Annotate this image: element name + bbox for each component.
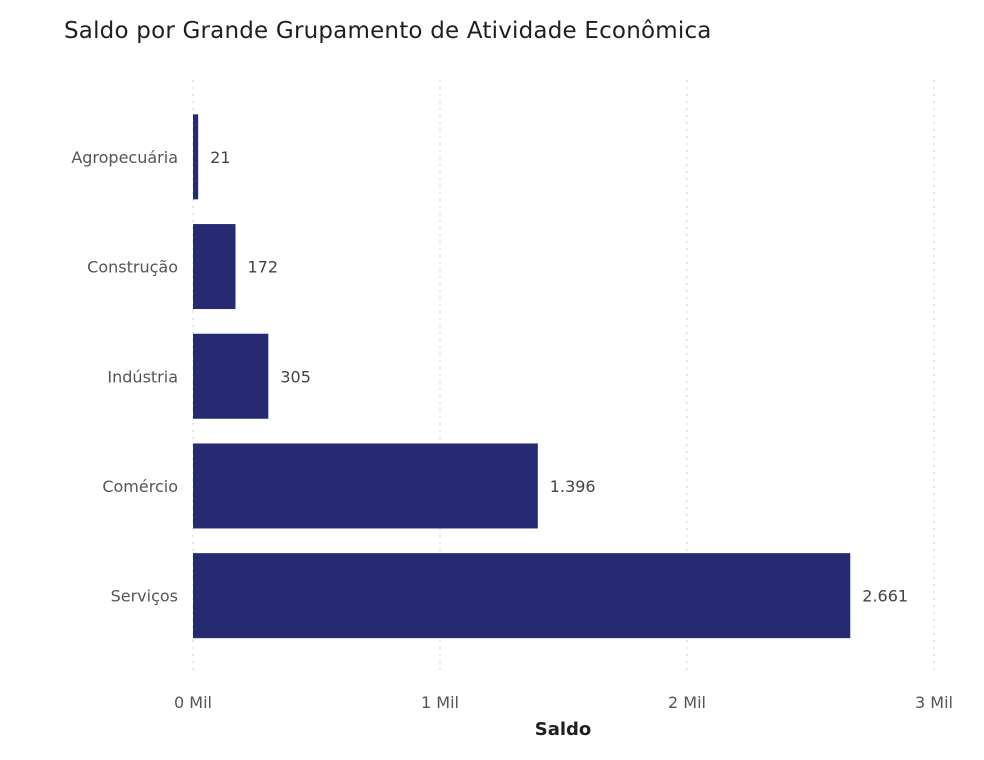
x-tick-label: 3 Mil — [915, 693, 953, 712]
data-label: 305 — [280, 367, 311, 386]
bar[interactable] — [193, 224, 236, 310]
category-label: Indústria — [107, 367, 178, 386]
category-label: Construção — [87, 258, 178, 277]
bar[interactable] — [193, 553, 851, 639]
labels: Agropecuária 21 Construção 172 Indústria 305 C… — [71, 148, 908, 606]
data-label: 2.661 — [862, 587, 908, 606]
bar[interactable] — [193, 443, 538, 529]
category-label: Comércio — [102, 477, 178, 496]
category-label: Serviços — [111, 587, 178, 606]
bar[interactable] — [193, 333, 269, 419]
x-axis-title: Saldo — [535, 719, 592, 740]
x-tick-label: 2 Mil — [668, 693, 706, 712]
x-axis: 0 Mil 1 Mil 2 Mil 3 Mil — [174, 693, 953, 712]
bars — [193, 114, 851, 639]
bar[interactable] — [193, 114, 199, 200]
chart-title: Saldo por Grande Grupamento de Atividade… — [64, 18, 712, 44]
category-label: Agropecuária — [71, 148, 178, 167]
x-tick-label: 0 Mil — [174, 693, 212, 712]
data-label: 172 — [247, 258, 278, 277]
data-label: 1.396 — [550, 477, 596, 496]
x-tick-label: 1 Mil — [421, 693, 459, 712]
data-label: 21 — [210, 148, 230, 167]
